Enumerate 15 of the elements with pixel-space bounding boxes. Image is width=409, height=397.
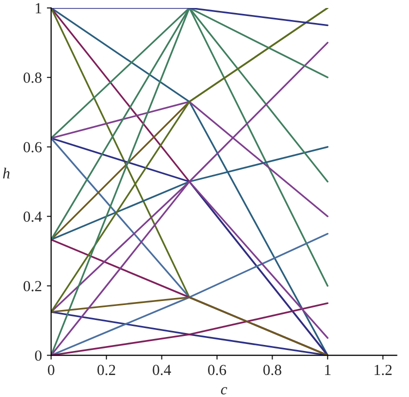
x-tick-label: 0.6	[208, 364, 226, 376]
x-axis-title: c	[221, 387, 228, 395]
x-tick-label: 1	[325, 364, 331, 375]
y-tick-label: 0	[35, 350, 42, 361]
y-tick-label: 1	[36, 3, 42, 14]
y-tick-label: 0.2	[24, 280, 42, 292]
y-axis-title: h	[3, 168, 10, 178]
x-tick-label: 0.4	[152, 364, 172, 376]
y-tick-label: 0.6	[24, 142, 42, 152]
y-tick-label: 0.4	[24, 212, 42, 222]
x-tick-label: 0.2	[97, 364, 116, 376]
x-tick-label: 0.8	[263, 364, 282, 376]
x-tick-label: 0	[48, 364, 54, 376]
y-tick-label: 0.8	[24, 72, 42, 83]
x-tick-label: 1.2	[374, 364, 392, 376]
